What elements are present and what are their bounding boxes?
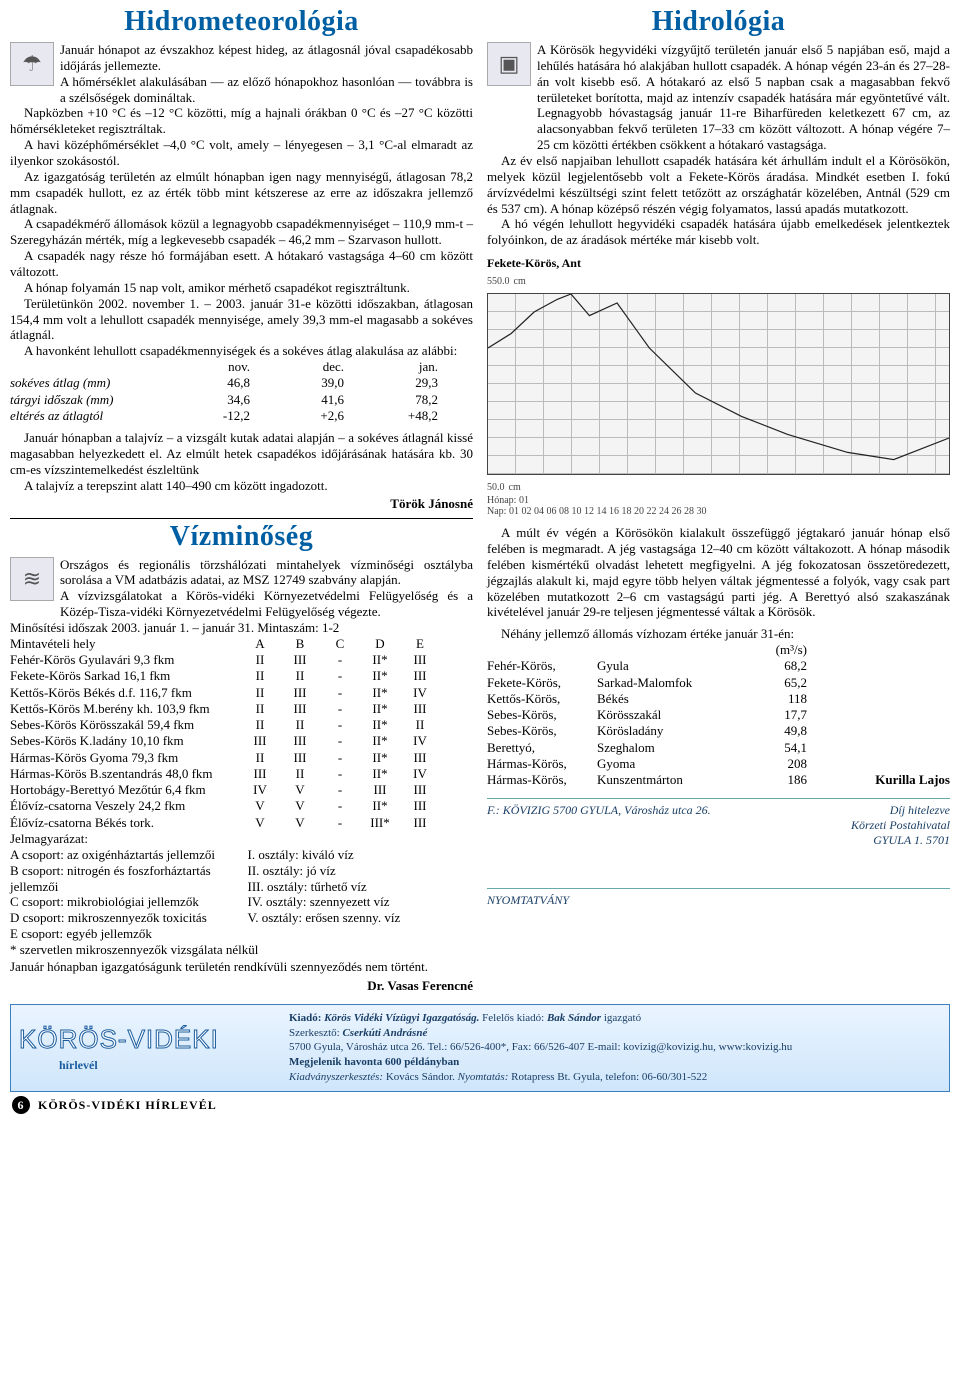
col-dec: dec. bbox=[274, 359, 368, 375]
hidrom-intro-1: Január hónapot az évszakhoz képest hideg… bbox=[60, 42, 473, 74]
legend-c: C csoport: mikrobiológiai jellemzők bbox=[10, 894, 236, 910]
section-divider bbox=[10, 518, 473, 519]
stations-intro: Néhány jellemző állomás vízhozam értéke … bbox=[487, 626, 950, 642]
quality-row: Sebes-Körös K.ladány 10,10 fkmIIIIII-II*… bbox=[10, 733, 473, 749]
chart-xbottom: Nap: 01 02 04 06 08 10 12 14 16 18 20 22… bbox=[487, 506, 950, 517]
hidrom-p8: A havonként lehullott csapadékmennyisége… bbox=[10, 343, 473, 359]
chart-area bbox=[487, 293, 950, 475]
quality-row: Hármas-Körös B.szentandrás 48,0 fkmIIIII… bbox=[10, 766, 473, 782]
quality-row: Élővíz-csatorna Békés tork.VV-III*III bbox=[10, 815, 473, 831]
station-row: Hármas-Körös,Kunszentmárton186Kurilla La… bbox=[487, 772, 950, 788]
quality-row: Hármas-Körös Gyoma 79,3 fkmIIIII-II*III bbox=[10, 750, 473, 766]
station-row: Hármas-Körös,Gyoma208 bbox=[487, 756, 950, 772]
quality-note: * szervetlen mikroszennyezők vizsgálata … bbox=[10, 942, 473, 958]
quality-table: Mintavételi hely A B C D E Fehér-Körös G… bbox=[10, 636, 473, 831]
chart-ymin: 50.0 bbox=[487, 482, 505, 493]
quality-intro2: A vízvizsgálatokat a Körös-vidéki Környe… bbox=[60, 588, 473, 620]
hidrologia-heading: Hidrológia bbox=[487, 6, 950, 38]
col-nov: nov. bbox=[180, 359, 274, 375]
col-jan: jan. bbox=[368, 359, 462, 375]
page-footer: 6 KÖRÖS-VIDÉKI HÍRLEVÉL bbox=[10, 1092, 950, 1120]
quality-period: Minősítési időszak 2003. január 1. – jan… bbox=[10, 620, 473, 636]
mail-footer: F.: KÖVIZIG 5700 GYULA, Városház utca 26… bbox=[487, 798, 950, 848]
precip-table: nov. dec. jan. össz. sokéves átlag (mm) … bbox=[10, 359, 473, 424]
station-row: Kettős-Körös,Békés118 bbox=[487, 691, 950, 707]
chart-xtop: Hónap: 01 bbox=[487, 495, 950, 506]
hidro-p3: A hó végén lehullott hegyvidéki csapadék… bbox=[487, 216, 950, 248]
hidro-p2: Az év első napjaiban lehullott csapadék … bbox=[487, 153, 950, 216]
quality-intro: Országos és regionális törzshálózati min… bbox=[60, 557, 473, 589]
dam-icon: ▣ bbox=[487, 42, 531, 86]
publisher-footer: KÖRÖS-VIDÉKI hírlevél Kiadó: Körös Vidék… bbox=[10, 1004, 950, 1092]
author-torok: Török Jánosné bbox=[10, 496, 473, 512]
hidrom-heading: Hidrometeorológia bbox=[10, 6, 473, 38]
hidrom-p4: A csapadékmérő állomások közül a legnagy… bbox=[10, 216, 473, 248]
brand-logo: KÖRÖS-VIDÉKI bbox=[19, 1022, 219, 1057]
water-icon: ≋ bbox=[10, 557, 54, 601]
hidrom-p9: Január hónapban a talajvíz – a vizsgált … bbox=[10, 430, 473, 478]
quality-closing: Január hónapban igazgatóságunk területén… bbox=[10, 959, 428, 974]
hidrom-p1: Napközben +10 °C és –12 °C közötti, míg … bbox=[10, 105, 473, 137]
quality-row: Hortobágy-Berettyó Mezőtúr 6,4 fkmIVV-II… bbox=[10, 782, 473, 798]
newsletter-name: KÖRÖS-VIDÉKI HÍRLEVÉL bbox=[38, 1098, 217, 1112]
quality-row: Élővíz-csatorna Veszely 24,2 fkmVV-II*II… bbox=[10, 798, 473, 814]
chart-title: Fekete-Körös, Ant bbox=[487, 256, 950, 271]
page-number: 6 bbox=[12, 1096, 30, 1114]
legend-e: E csoport: egyéb jellemzők bbox=[10, 926, 236, 942]
contact-line: 5700 Gyula, Városház utca 26. Tel.: 66/5… bbox=[289, 1040, 941, 1055]
station-row: Sebes-Körös,Körösladány49,8 bbox=[487, 723, 950, 739]
hidrom-p5: A csapadék nagy része hó formájában eset… bbox=[10, 248, 473, 280]
chart-ylabel: cm bbox=[514, 276, 526, 287]
hidrom-intro-2: A hőmérséklet alakulásában — az előző hó… bbox=[60, 74, 473, 106]
station-row: Berettyó,Szeghalom54,1 bbox=[487, 740, 950, 756]
legend-title: Jelmagyarázat: bbox=[10, 831, 473, 847]
vizminoseg-heading: Vízminőség bbox=[10, 521, 473, 553]
row-diff: eltérés az átlagtól bbox=[10, 408, 180, 424]
quality-row: Kettős-Körös M.berény kh. 103,9 fkmIIIII… bbox=[10, 701, 473, 717]
weather-icon: ☂ bbox=[10, 42, 54, 86]
mail-sender: F.: KÖVIZIG 5700 GYULA, Városház utca 26… bbox=[487, 803, 711, 848]
station-row: Fehér-Körös,Gyula68,2 bbox=[487, 658, 950, 674]
quality-row: Sebes-Körös Körösszakál 59,4 fkmIIII-II*… bbox=[10, 717, 473, 733]
class-2: II. osztály: jó víz bbox=[248, 863, 474, 879]
author-vasas: Dr. Vasas Ferencné bbox=[367, 978, 473, 994]
class-1: I. osztály: kiváló víz bbox=[248, 847, 474, 863]
hidrom-p2: A havi középhőmérséklet –4,0 °C volt, am… bbox=[10, 137, 473, 169]
row-period: tárgyi időszak (mm) bbox=[10, 392, 180, 408]
legend-d: D csoport: mikroszennyezők toxicitás bbox=[10, 910, 236, 926]
hidrom-p7: Területünkön 2002. november 1. – 2003. j… bbox=[10, 296, 473, 344]
chart-ymax: 550.0 bbox=[487, 276, 510, 287]
class-4: IV. osztály: szennyezett víz bbox=[248, 894, 474, 910]
hidro-p4: A múlt év végén a Körösökön kialakult ös… bbox=[487, 525, 950, 620]
hidrom-p6: A hónap folyamán 15 nap volt, amikor mér… bbox=[10, 280, 473, 296]
hidrom-p3: Az igazgatóság területén az elmúlt hónap… bbox=[10, 169, 473, 217]
hidrom-p10: A talajvíz a terepszint alatt 140–490 cm… bbox=[10, 478, 473, 494]
nyomtatvany-label: NYOMTATVÁNY bbox=[487, 888, 950, 908]
quality-row: Fehér-Körös Gyulavári 9,3 fkmIIIII-II*II… bbox=[10, 652, 473, 668]
station-row: Fekete-Körös,Sarkad-Malomfok65,2 bbox=[487, 675, 950, 691]
legend-b: B csoport: nitrogén és foszforháztartás … bbox=[10, 863, 236, 895]
brand-sub: hírlevél bbox=[59, 1057, 98, 1073]
station-row: Sebes-Körös,Körösszakál17,7 bbox=[487, 707, 950, 723]
stations-table: (m³/s) Fehér-Körös,Gyula68,2Fekete-Körös… bbox=[487, 642, 950, 788]
legend-a: A csoport: az oxigénháztartás jellemzői bbox=[10, 847, 236, 863]
class-3: III. osztály: tűrhető víz bbox=[248, 879, 474, 895]
quality-row: Fekete-Körös Sarkad 16,1 fkmIIII-II*III bbox=[10, 668, 473, 684]
quality-row: Kettős-Körös Békés d.f. 116,7 fkmIIIII-I… bbox=[10, 685, 473, 701]
class-5: V. osztály: erősen szenny. víz bbox=[248, 910, 474, 926]
hidro-p1: A Körösök hegyvidéki vízgyűjtő területén… bbox=[537, 42, 950, 153]
row-avg: sokéves átlag (mm) bbox=[10, 375, 180, 391]
